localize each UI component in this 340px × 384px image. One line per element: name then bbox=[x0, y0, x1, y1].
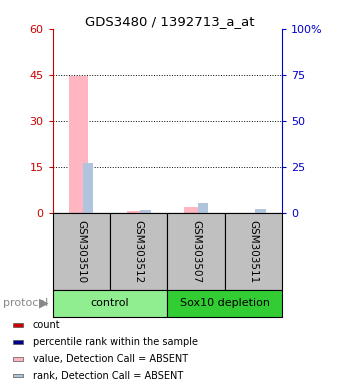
Bar bbox=[13, 340, 23, 344]
Bar bbox=[13, 374, 23, 377]
Bar bbox=[184, 207, 202, 213]
Bar bbox=[255, 209, 266, 213]
Bar bbox=[53, 290, 167, 317]
Text: count: count bbox=[33, 320, 61, 330]
Text: GSM303511: GSM303511 bbox=[249, 220, 258, 283]
Text: GSM303507: GSM303507 bbox=[191, 220, 201, 283]
Text: GDS3480 / 1392713_a_at: GDS3480 / 1392713_a_at bbox=[85, 15, 255, 28]
Bar bbox=[13, 323, 23, 327]
Text: rank, Detection Call = ABSENT: rank, Detection Call = ABSENT bbox=[33, 371, 183, 381]
Bar bbox=[198, 203, 208, 213]
Bar bbox=[127, 211, 145, 213]
Text: control: control bbox=[91, 298, 130, 308]
Text: Sox10 depletion: Sox10 depletion bbox=[180, 298, 270, 308]
Text: value, Detection Call = ABSENT: value, Detection Call = ABSENT bbox=[33, 354, 188, 364]
Bar bbox=[167, 213, 225, 290]
Bar bbox=[167, 290, 282, 317]
Bar bbox=[83, 163, 94, 213]
Bar bbox=[53, 213, 110, 290]
Text: percentile rank within the sample: percentile rank within the sample bbox=[33, 337, 198, 347]
Bar bbox=[13, 357, 23, 361]
Text: GSM303512: GSM303512 bbox=[134, 220, 144, 283]
Text: GSM303510: GSM303510 bbox=[76, 220, 86, 283]
Text: ▶: ▶ bbox=[39, 297, 49, 310]
Bar bbox=[225, 213, 282, 290]
Bar bbox=[110, 213, 167, 290]
Bar bbox=[140, 210, 151, 213]
Bar bbox=[69, 76, 88, 213]
Text: protocol: protocol bbox=[3, 298, 49, 308]
